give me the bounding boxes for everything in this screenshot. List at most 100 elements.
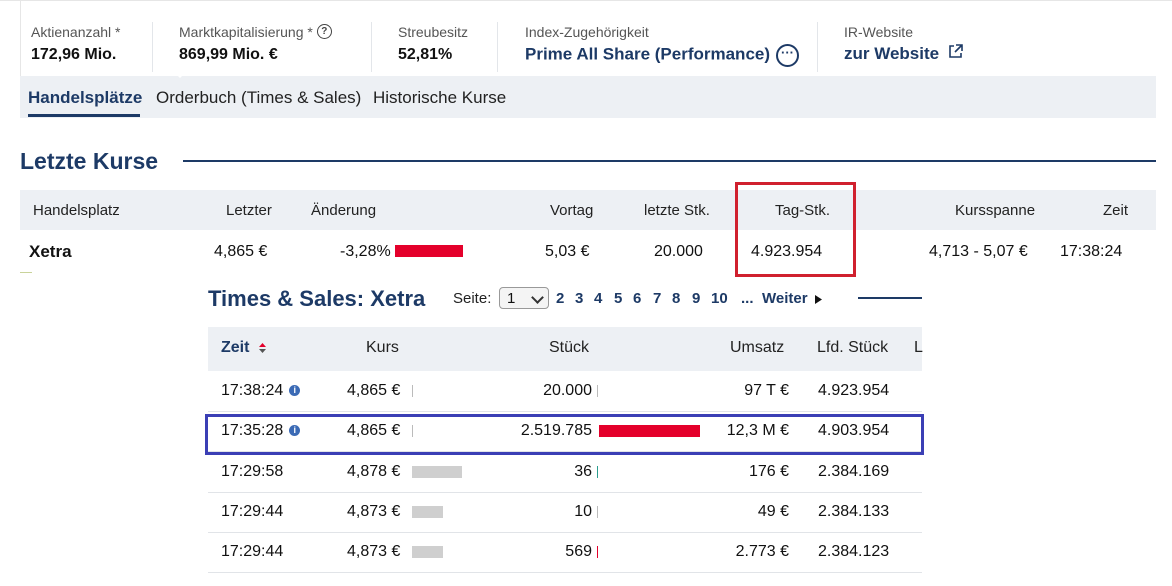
col-range: Kursspanne	[955, 202, 1036, 219]
page-link-7[interactable]: 7	[653, 290, 662, 307]
page-link-3[interactable]: 3	[575, 290, 584, 307]
col-previous: Vortag	[550, 202, 594, 219]
times-sales-title: Times & Sales: Xetra	[208, 286, 426, 311]
tab-trading-venues[interactable]: Handelsplätze	[28, 88, 143, 107]
row-time: 17:29:58	[221, 463, 283, 481]
help-icon[interactable]: ?	[316, 24, 332, 39]
row-price: 4,873 €	[347, 503, 401, 520]
day-qty: 4.923.954	[751, 243, 823, 260]
last-qty: 20.000	[654, 243, 703, 260]
ir-website-link[interactable]: zur Website	[844, 44, 940, 63]
page-link-5[interactable]: 5	[614, 290, 623, 307]
sort-icon[interactable]	[258, 342, 267, 354]
tab-bar: Handelsplätze Orderbuch (Times & Sales) …	[20, 70, 1156, 118]
col-ts-price: Kurs	[366, 339, 399, 356]
stat-index: Index-Zugehörigkeit Prime All Share (Per…	[525, 24, 800, 67]
table-row: 17:29:44 4,873 € 10 49 € 2.384.133	[208, 492, 922, 533]
page-link-9[interactable]: 9	[692, 290, 701, 307]
section-rule	[183, 160, 1156, 162]
index-link[interactable]: Prime All Share (Performance)	[525, 44, 771, 64]
col-ts-cum-qty: Lfd. Stück	[817, 339, 889, 356]
change-bar	[395, 245, 463, 257]
row-time-value: 17:35:28	[221, 422, 284, 439]
page-link-2[interactable]: 2	[556, 290, 565, 307]
col-venue: Handelsplatz	[33, 202, 120, 219]
info-icon[interactable]: i	[289, 425, 301, 436]
stat-free-float-value: 52,81%	[398, 46, 453, 63]
col-last: Letzter	[226, 202, 272, 219]
row-time-value: 17:29:44	[221, 503, 284, 520]
price-bar	[412, 425, 413, 437]
page-select[interactable]: 1	[499, 287, 549, 309]
last-price: 4,865 €	[214, 243, 268, 260]
table-row: 17:29:44 4,873 € 569 2.773 € 2.384.123	[208, 532, 922, 573]
stat-shares: Aktienanzahl * 172,96 Mio.	[31, 24, 121, 64]
row-marker	[20, 272, 32, 273]
active-tab-indicator	[28, 114, 140, 117]
next-page-label: Weiter	[762, 290, 808, 307]
row-cum-qty: 4.923.954	[818, 382, 890, 399]
stat-shares-value: 172,96 Mio.	[31, 46, 117, 63]
col-ts-time-label: Zeit	[221, 339, 250, 356]
stat-ir-label: IR-Website	[844, 24, 913, 40]
row-time-value: 17:38:24	[221, 382, 284, 399]
row-time-value: 17:29:58	[221, 463, 284, 480]
row-price: 4,878 €	[347, 463, 401, 480]
col-change: Änderung	[311, 202, 377, 219]
stat-free-float-label: Streubesitz	[398, 24, 469, 40]
change-value: -3,28%	[340, 243, 391, 260]
col-ts-time[interactable]: Zeit	[221, 339, 267, 357]
price-bar	[412, 506, 443, 518]
row-qty: 2.519.785	[520, 422, 592, 439]
qty-bar	[599, 425, 700, 437]
page-link-10[interactable]: 10	[711, 290, 728, 307]
row-cum-qty: 2.384.169	[818, 463, 890, 480]
row-turnover: 2.773 €	[735, 543, 789, 560]
row-cum-qty: 2.384.123	[818, 543, 890, 560]
table-row: 17:35:28 i 4,865 € 2.519.785 12,3 M € 4.903.9…	[208, 411, 922, 452]
stat-market-cap: Marktkapitalisierung *? 869,99 Mio. €	[179, 24, 332, 64]
left-divider	[20, 0, 21, 76]
tab-historical-prices[interactable]: Historische Kurse	[373, 88, 507, 107]
row-cum-qty: 4.903.954	[818, 422, 890, 439]
row-price: 4,865 €	[347, 422, 401, 439]
next-page-link[interactable]: Weiter	[762, 290, 823, 307]
row-turnover: 97 T €	[744, 382, 789, 399]
external-link-icon[interactable]	[948, 44, 963, 64]
caret-right-icon	[814, 294, 822, 304]
col-last-qty: letzte Stk.	[644, 202, 710, 219]
trade-time: 17:38:24	[1060, 243, 1123, 260]
row-time: 17:35:28 i	[221, 422, 301, 440]
table-row: 17:29:58 4,878 € 36 176 € 2.384.169	[208, 452, 922, 493]
qty-bar	[597, 466, 598, 478]
row-turnover: 176 €	[748, 463, 789, 480]
row-qty: 36	[574, 463, 592, 480]
page-ellipsis: ...	[741, 290, 754, 307]
top-divider	[0, 0, 1172, 1]
row-price: 4,873 €	[347, 543, 401, 560]
row-time: 17:29:44	[221, 503, 283, 521]
price-bar	[412, 385, 413, 397]
venue-link[interactable]: Xetra	[29, 242, 72, 261]
stat-shares-label: Aktienanzahl *	[31, 24, 121, 40]
col-day-qty: Tag-Stk.	[775, 202, 831, 219]
row-qty: 10	[574, 503, 592, 520]
page-link-6[interactable]: 6	[633, 290, 642, 307]
qty-bar	[597, 546, 598, 558]
stat-market-cap-label: Marktkapitalisierung *	[179, 24, 313, 40]
table-row: 17:38:24 i 4,865 € 20.000 97 T € 4.923.954	[208, 371, 922, 412]
last-prices-row: Xetra 4,865 € -3,28% 5,03 € 20.000 4.923…	[20, 232, 1156, 272]
col-ts-qty: Stück	[549, 339, 590, 356]
stat-separator	[371, 22, 372, 72]
tab-pointer	[172, 70, 188, 78]
row-turnover: 49 €	[757, 503, 789, 520]
page-link-4[interactable]: 4	[594, 290, 603, 307]
stat-index-label: Index-Zugehörigkeit	[525, 24, 649, 40]
info-icon[interactable]: i	[289, 385, 301, 396]
page-link-8[interactable]: 8	[672, 290, 681, 307]
page-select-value: 1	[507, 290, 516, 307]
more-icon[interactable]: ···	[776, 44, 800, 67]
tab-orderbook[interactable]: Orderbuch (Times & Sales)	[156, 88, 362, 107]
stat-market-cap-value: 869,99 Mio. €	[179, 46, 278, 63]
stat-free-float: Streubesitz 52,81%	[398, 24, 468, 64]
